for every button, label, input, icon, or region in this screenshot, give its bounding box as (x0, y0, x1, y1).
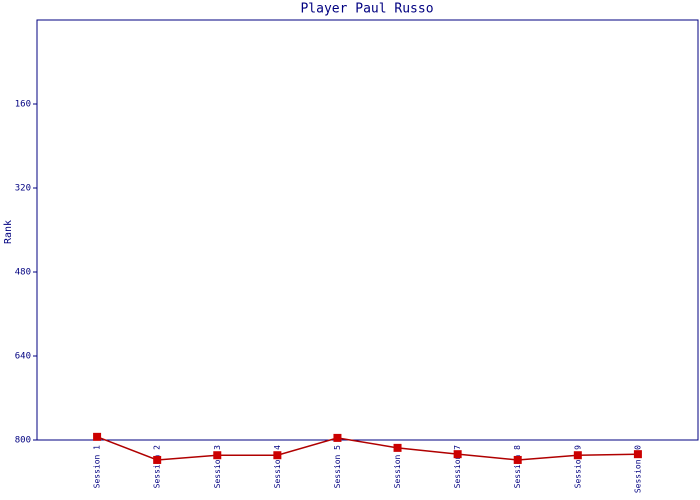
marker (453, 450, 462, 459)
marker (273, 451, 282, 460)
marker (213, 451, 222, 460)
x-tick-label: Session 10 (633, 445, 642, 493)
marker (573, 451, 582, 460)
line (96, 436, 638, 461)
x-tick-label: Session 8 (513, 445, 522, 489)
x-tick-label: Session 1 (93, 445, 102, 489)
marker (93, 432, 102, 441)
x-tick-label: Session 6 (393, 445, 402, 489)
plot-frame (36, 19, 699, 441)
y-axis-label: Rank (3, 220, 14, 244)
x-tick-label: Session 5 (333, 445, 342, 489)
x-tick-label: Session 3 (213, 445, 222, 489)
chart-title: Player Paul Russo (300, 2, 433, 17)
x-tick-label: Session 2 (153, 445, 162, 489)
marker (153, 455, 162, 464)
marker (393, 443, 402, 452)
marker (513, 455, 522, 464)
x-tick-label: Session 4 (273, 445, 282, 489)
marker (333, 433, 342, 442)
y-tick-label: 480 (15, 268, 31, 278)
y-tick-label: 640 (15, 352, 31, 362)
x-tick-label: Session 7 (453, 445, 462, 489)
y-tick-label: 800 (15, 436, 31, 446)
x-tick-label: Session 9 (573, 445, 582, 489)
marker (633, 450, 642, 459)
y-tick-label: 320 (15, 184, 31, 194)
y-tick-label: 160 (15, 100, 31, 110)
